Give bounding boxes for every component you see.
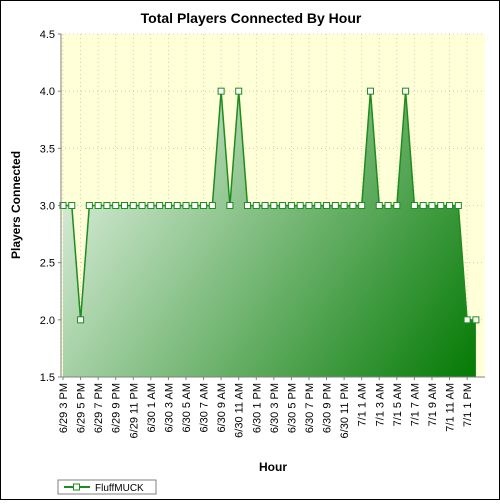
data-point-marker [94,202,102,209]
y-tick-label: 2.0 [40,315,55,327]
x-tick-label: 6/30 7 PM [304,383,316,433]
data-point-marker [287,202,295,209]
y-tick-label: 4.0 [40,86,55,98]
data-point-marker [446,202,454,209]
x-tick-label: 6/29 11 PM [128,383,140,438]
data-point-marker [454,202,462,209]
data-point-marker [103,202,111,209]
data-point-marker [164,202,172,209]
y-tick-label: 3.0 [40,201,55,213]
x-tick-label: 6/29 5 PM [76,383,88,433]
data-point-marker [472,316,480,324]
data-point-marker [358,202,366,209]
x-tick-label: 7/1 1 PM [462,383,474,427]
x-tick-label: 7/1 3 AM [374,383,386,426]
x-tick-labels: 6/29 3 PM 6/29 5 PM 6/29 7 PM 6/29 9 PM 6/29… [58,377,474,438]
x-tick-label: 6/30 5 PM [286,383,298,433]
x-tick-label: 7/1 5 AM [392,383,404,426]
data-point-marker [120,202,128,209]
y-tick-labels: 1.5 2.0 2.5 3.0 3.5 4.0 4.5 [40,29,61,384]
data-point-marker [393,202,401,209]
data-point-marker [366,87,374,95]
data-point-marker [463,316,471,324]
y-axis-label: Players Connected [9,151,23,259]
data-point-marker [437,202,445,209]
data-point-marker [173,202,181,209]
y-tick-label: 3.5 [40,143,55,155]
data-point-marker [156,202,164,209]
x-tick-label: 7/1 1 AM [357,383,369,426]
x-tick-label: 6/30 9 PM [322,383,334,433]
x-tick-label: 6/30 1 AM [146,383,158,433]
x-tick-label: 6/30 1 PM [251,383,263,433]
data-point-marker [138,202,146,209]
data-point-marker [419,202,427,209]
data-point-marker [305,202,313,209]
data-point-marker [217,87,225,95]
series-area [63,91,476,378]
data-point-marker [384,202,392,209]
data-point-marker [226,202,234,209]
data-point-marker [243,202,251,209]
data-point-marker [182,202,190,209]
data-point-marker [314,202,322,209]
data-point-marker [112,202,120,209]
data-point-marker [331,202,339,209]
chart-title: Total Players Connected By Hour [141,10,362,26]
x-tick-label: 6/30 3 PM [269,383,281,433]
data-point-marker [410,202,418,209]
y-tick-label: 2.5 [40,258,55,270]
x-tick-label: 6/30 7 AM [199,383,211,433]
data-point-marker [77,316,85,324]
data-point-marker [402,87,410,95]
x-tick-label: 6/30 5 AM [181,383,193,433]
data-point-marker [68,202,76,209]
legend-marker-swatch [73,483,80,491]
data-point-marker [428,202,436,209]
data-point-marker [375,202,383,209]
data-point-marker [191,202,199,209]
data-point-marker [208,202,216,209]
x-tick-label: 6/30 11 AM [234,383,246,438]
data-point-marker [296,202,304,209]
data-point-marker [340,202,348,209]
x-tick-label: 6/30 3 AM [163,383,175,433]
legend: FluffMUCK [57,479,157,495]
legend-label: FluffMUCK [95,483,144,494]
data-point-marker [200,202,208,209]
x-axis-label: Hour [259,460,287,474]
x-tick-label: 6/29 7 PM [93,383,105,433]
legend-box [57,479,157,495]
data-point-marker [270,202,278,209]
x-tick-label: 6/30 11 PM [339,383,351,438]
data-point-marker [147,202,155,209]
data-point-marker [323,202,331,209]
data-point-marker [349,202,357,209]
data-point-marker [235,87,243,95]
x-tick-label: 6/29 3 PM [58,383,70,433]
data-point-marker [261,202,269,209]
x-tick-label: 7/1 7 AM [409,383,421,426]
data-point-marker [279,202,287,209]
data-point-marker [252,202,260,209]
x-tick-label: 7/1 9 AM [427,383,439,426]
data-point-marker [85,202,93,209]
y-tick-label: 1.5 [40,372,55,384]
y-tick-label: 4.5 [40,29,55,41]
x-tick-label: 7/1 11 AM [445,383,457,432]
x-tick-label: 6/29 9 PM [111,383,123,433]
data-point-marker [129,202,137,209]
x-tick-label: 6/30 9 AM [216,383,228,433]
series-markers [59,87,480,324]
